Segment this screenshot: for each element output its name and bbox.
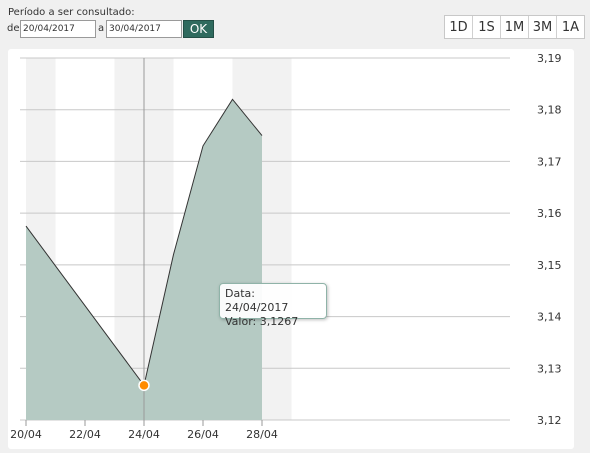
range-3m-button[interactable]: 3M	[529, 16, 557, 38]
range-1a-button[interactable]: 1A	[561, 19, 580, 35]
to-label: a	[98, 23, 105, 34]
y-tick-label: 3,14	[537, 311, 562, 324]
x-tick-label: 22/04	[69, 428, 101, 441]
x-tick-label: 26/04	[187, 428, 219, 441]
period-label: Período a ser consultado:	[8, 7, 135, 18]
range-1d-button[interactable]: 1D	[445, 16, 473, 38]
tooltip-value-label: Valor:	[225, 315, 257, 328]
range-1s-button[interactable]: 1S	[473, 16, 501, 38]
y-tick-label: 3,16	[537, 207, 562, 220]
x-tick-label: 20/04	[10, 428, 42, 441]
range-selector: 1D 1S 1M 3M 1A	[444, 15, 585, 39]
ok-button[interactable]: OK	[183, 20, 214, 38]
x-tick-label: 28/04	[246, 428, 278, 441]
y-tick-label: 3,19	[537, 52, 562, 65]
highlight-point	[138, 379, 150, 392]
y-tick-label: 3,13	[537, 362, 562, 375]
chart-tooltip: Data: 24/04/2017 Valor: 3,1267	[219, 283, 327, 328]
y-tick-label: 3,12	[537, 414, 562, 427]
y-tick-label: 3,17	[537, 155, 562, 168]
series-area	[26, 99, 262, 420]
period-toolbar: Período a ser consultado: de a OK 1D 1S …	[0, 0, 590, 46]
range-1m-button[interactable]: 1M	[501, 16, 529, 38]
tooltip-date-value: 24/04/2017	[225, 301, 289, 314]
x-tick-label: 24/04	[128, 428, 160, 441]
from-label: de	[7, 23, 20, 34]
y-tick-label: 3,15	[537, 259, 562, 272]
tooltip-date-label: Data:	[225, 287, 255, 300]
tooltip-value-value: 3,1267	[259, 315, 299, 328]
from-date-input[interactable]	[20, 20, 96, 38]
to-date-input[interactable]	[106, 20, 182, 38]
y-tick-label: 3,18	[537, 104, 562, 117]
